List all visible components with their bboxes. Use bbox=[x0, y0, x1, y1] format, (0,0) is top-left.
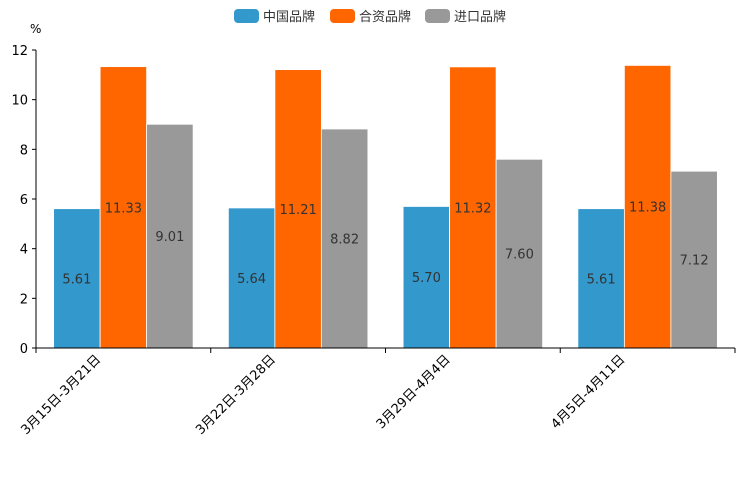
x-category-label: 4月5日-4月11日 bbox=[549, 352, 629, 432]
legend-swatch-2 bbox=[425, 9, 450, 23]
bar-1 bbox=[99, 66, 148, 349]
bars bbox=[53, 64, 718, 349]
y-tick-label: 12 bbox=[11, 44, 28, 59]
y-tick-label: 10 bbox=[11, 94, 28, 109]
y-tick-label: 4 bbox=[20, 243, 28, 258]
bar-value-label: 8.82 bbox=[330, 232, 359, 247]
bar-value-label: 5.64 bbox=[237, 272, 266, 287]
bar-2 bbox=[146, 123, 194, 349]
bar-value-label: 11.38 bbox=[629, 201, 666, 216]
bar-0 bbox=[402, 206, 451, 349]
legend: 中国品牌 合资品牌 进口品牌 bbox=[234, 9, 506, 25]
bar-2 bbox=[670, 170, 718, 349]
x-category-label: 3月22日-3月28日 bbox=[193, 352, 279, 438]
bar-value-label: 5.61 bbox=[62, 272, 91, 287]
bar-value-label: 9.01 bbox=[155, 230, 184, 245]
x-axis: 3月15日-3月21日 3月22日-3月28日 3月29日-4月4日 4月5日-4月1… bbox=[18, 347, 736, 438]
y-tick-label: 2 bbox=[20, 292, 28, 307]
legend-swatch-0 bbox=[234, 9, 259, 23]
bar-value-label: 11.33 bbox=[105, 201, 142, 216]
legend-swatch-1 bbox=[330, 9, 355, 23]
bar-value-label: 7.60 bbox=[505, 248, 534, 263]
bar-labels: 5.61 11.33 9.01 5.64 11.21 8.82 5.70 11.32 7.60 5… bbox=[62, 201, 708, 288]
y-tick-label: 8 bbox=[20, 143, 28, 158]
bar-value-label: 11.32 bbox=[454, 201, 491, 216]
bar-2 bbox=[320, 128, 369, 349]
x-category-label: 3月15日-3月21日 bbox=[18, 352, 104, 438]
bar-1 bbox=[449, 66, 497, 349]
x-category-label: 3月29日-4月4日 bbox=[374, 352, 454, 432]
bar-0 bbox=[53, 208, 101, 349]
bar-value-label: 7.12 bbox=[680, 254, 709, 269]
bar-value-label: 5.61 bbox=[587, 272, 616, 287]
y-axis: 0 2 4 6 8 10 12 bbox=[11, 44, 37, 357]
y-tick-label: 0 bbox=[20, 342, 28, 357]
legend-label: 合资品牌 bbox=[359, 9, 411, 25]
bar-value-label: 5.70 bbox=[412, 271, 441, 286]
legend-label: 中国品牌 bbox=[263, 9, 315, 25]
bar-1 bbox=[623, 64, 672, 349]
bar-value-label: 11.21 bbox=[280, 203, 317, 218]
y-tick-label: 6 bbox=[20, 193, 28, 208]
legend-label: 进口品牌 bbox=[454, 9, 506, 25]
y-axis-unit: % bbox=[30, 22, 41, 36]
